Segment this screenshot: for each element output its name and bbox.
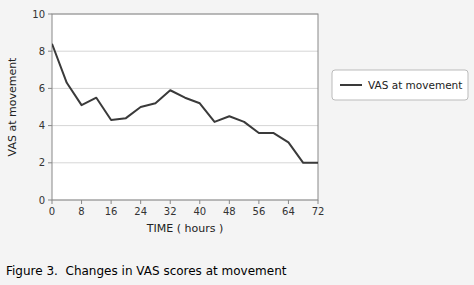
tick-mark bbox=[258, 200, 259, 204]
tick-mark bbox=[48, 162, 52, 163]
legend-swatch bbox=[340, 84, 362, 86]
tick-label: 0 bbox=[39, 195, 45, 206]
tick-label: 40 bbox=[193, 206, 206, 217]
tick-label: 72 bbox=[312, 206, 325, 217]
tick-mark bbox=[170, 200, 171, 204]
tick-label: 6 bbox=[39, 83, 45, 94]
tick-label: 10 bbox=[32, 9, 45, 20]
series-group bbox=[52, 44, 318, 163]
grid-line bbox=[52, 51, 318, 52]
tick-label: 2 bbox=[39, 157, 45, 168]
caption: Figure 3. Changes in VAS scores at movem… bbox=[6, 264, 287, 278]
line bbox=[52, 44, 318, 163]
tick-mark bbox=[48, 125, 52, 126]
plot-frame bbox=[52, 14, 318, 200]
tick-label: 48 bbox=[223, 206, 236, 217]
tick-mark bbox=[48, 14, 52, 15]
tick-label: 64 bbox=[282, 206, 295, 217]
tick-mark bbox=[48, 51, 52, 52]
tick-mark bbox=[111, 200, 112, 204]
tick-label: 24 bbox=[134, 206, 147, 217]
tick-label: 16 bbox=[105, 206, 118, 217]
chart: 0246810081624324048566472TIME ( hours )V… bbox=[0, 0, 474, 285]
tick-mark bbox=[318, 200, 319, 204]
legend-box bbox=[332, 70, 468, 100]
tick-label: 32 bbox=[164, 206, 177, 217]
legend: VAS at movement bbox=[332, 70, 468, 100]
grid-line bbox=[52, 125, 318, 126]
tick-mark bbox=[81, 200, 82, 204]
x-axis-label: TIME ( hours ) bbox=[146, 222, 223, 235]
grid-line bbox=[52, 162, 318, 163]
tick-mark bbox=[288, 200, 289, 204]
grid-line bbox=[52, 88, 318, 89]
tick-mark bbox=[48, 88, 52, 89]
tick-label: 56 bbox=[253, 206, 266, 217]
tick-label: 8 bbox=[78, 206, 84, 217]
tick-mark bbox=[199, 200, 200, 204]
tick-label: 0 bbox=[49, 206, 55, 217]
tick-mark bbox=[48, 200, 52, 201]
y-axis-label: VAS at movement bbox=[6, 57, 19, 157]
plot-area bbox=[52, 14, 318, 200]
tick-label: 4 bbox=[39, 120, 45, 131]
tick-mark bbox=[140, 200, 141, 204]
legend-label: VAS at movement bbox=[368, 79, 462, 91]
tick-mark bbox=[229, 200, 230, 204]
tick-label: 8 bbox=[39, 46, 45, 57]
tick-mark bbox=[52, 200, 53, 204]
